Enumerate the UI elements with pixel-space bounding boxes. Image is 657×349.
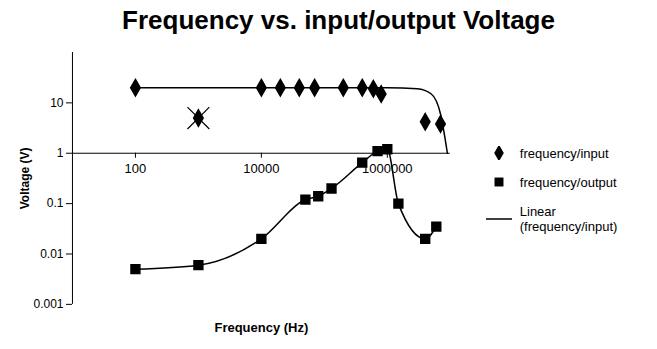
svg-text:0.001: 0.001 — [33, 297, 63, 311]
svg-text:1000000: 1000000 — [362, 161, 413, 176]
html-text:frequency/output: frequency/output — [519, 174, 617, 190]
svg-text:1: 1 — [57, 146, 64, 160]
svg-text:100: 100 — [125, 161, 147, 176]
svg-text:Frequency (Hz): Frequency (Hz) — [214, 320, 308, 335]
html-text:Frequency vs. input/output Vol: Frequency vs. input/output Voltage — [122, 5, 555, 35]
svg-text:10000: 10000 — [243, 161, 279, 176]
svg-text:0.1: 0.1 — [47, 196, 64, 210]
html-text:frequency/input: frequency/input — [519, 145, 609, 161]
html-text:Linear (frequency/input): Linear (frequency/input) — [519, 203, 618, 234]
svg-text:10: 10 — [50, 96, 64, 110]
svg-text:Voltage (V): Voltage (V) — [18, 148, 32, 210]
svg-text:0.01: 0.01 — [40, 247, 64, 261]
